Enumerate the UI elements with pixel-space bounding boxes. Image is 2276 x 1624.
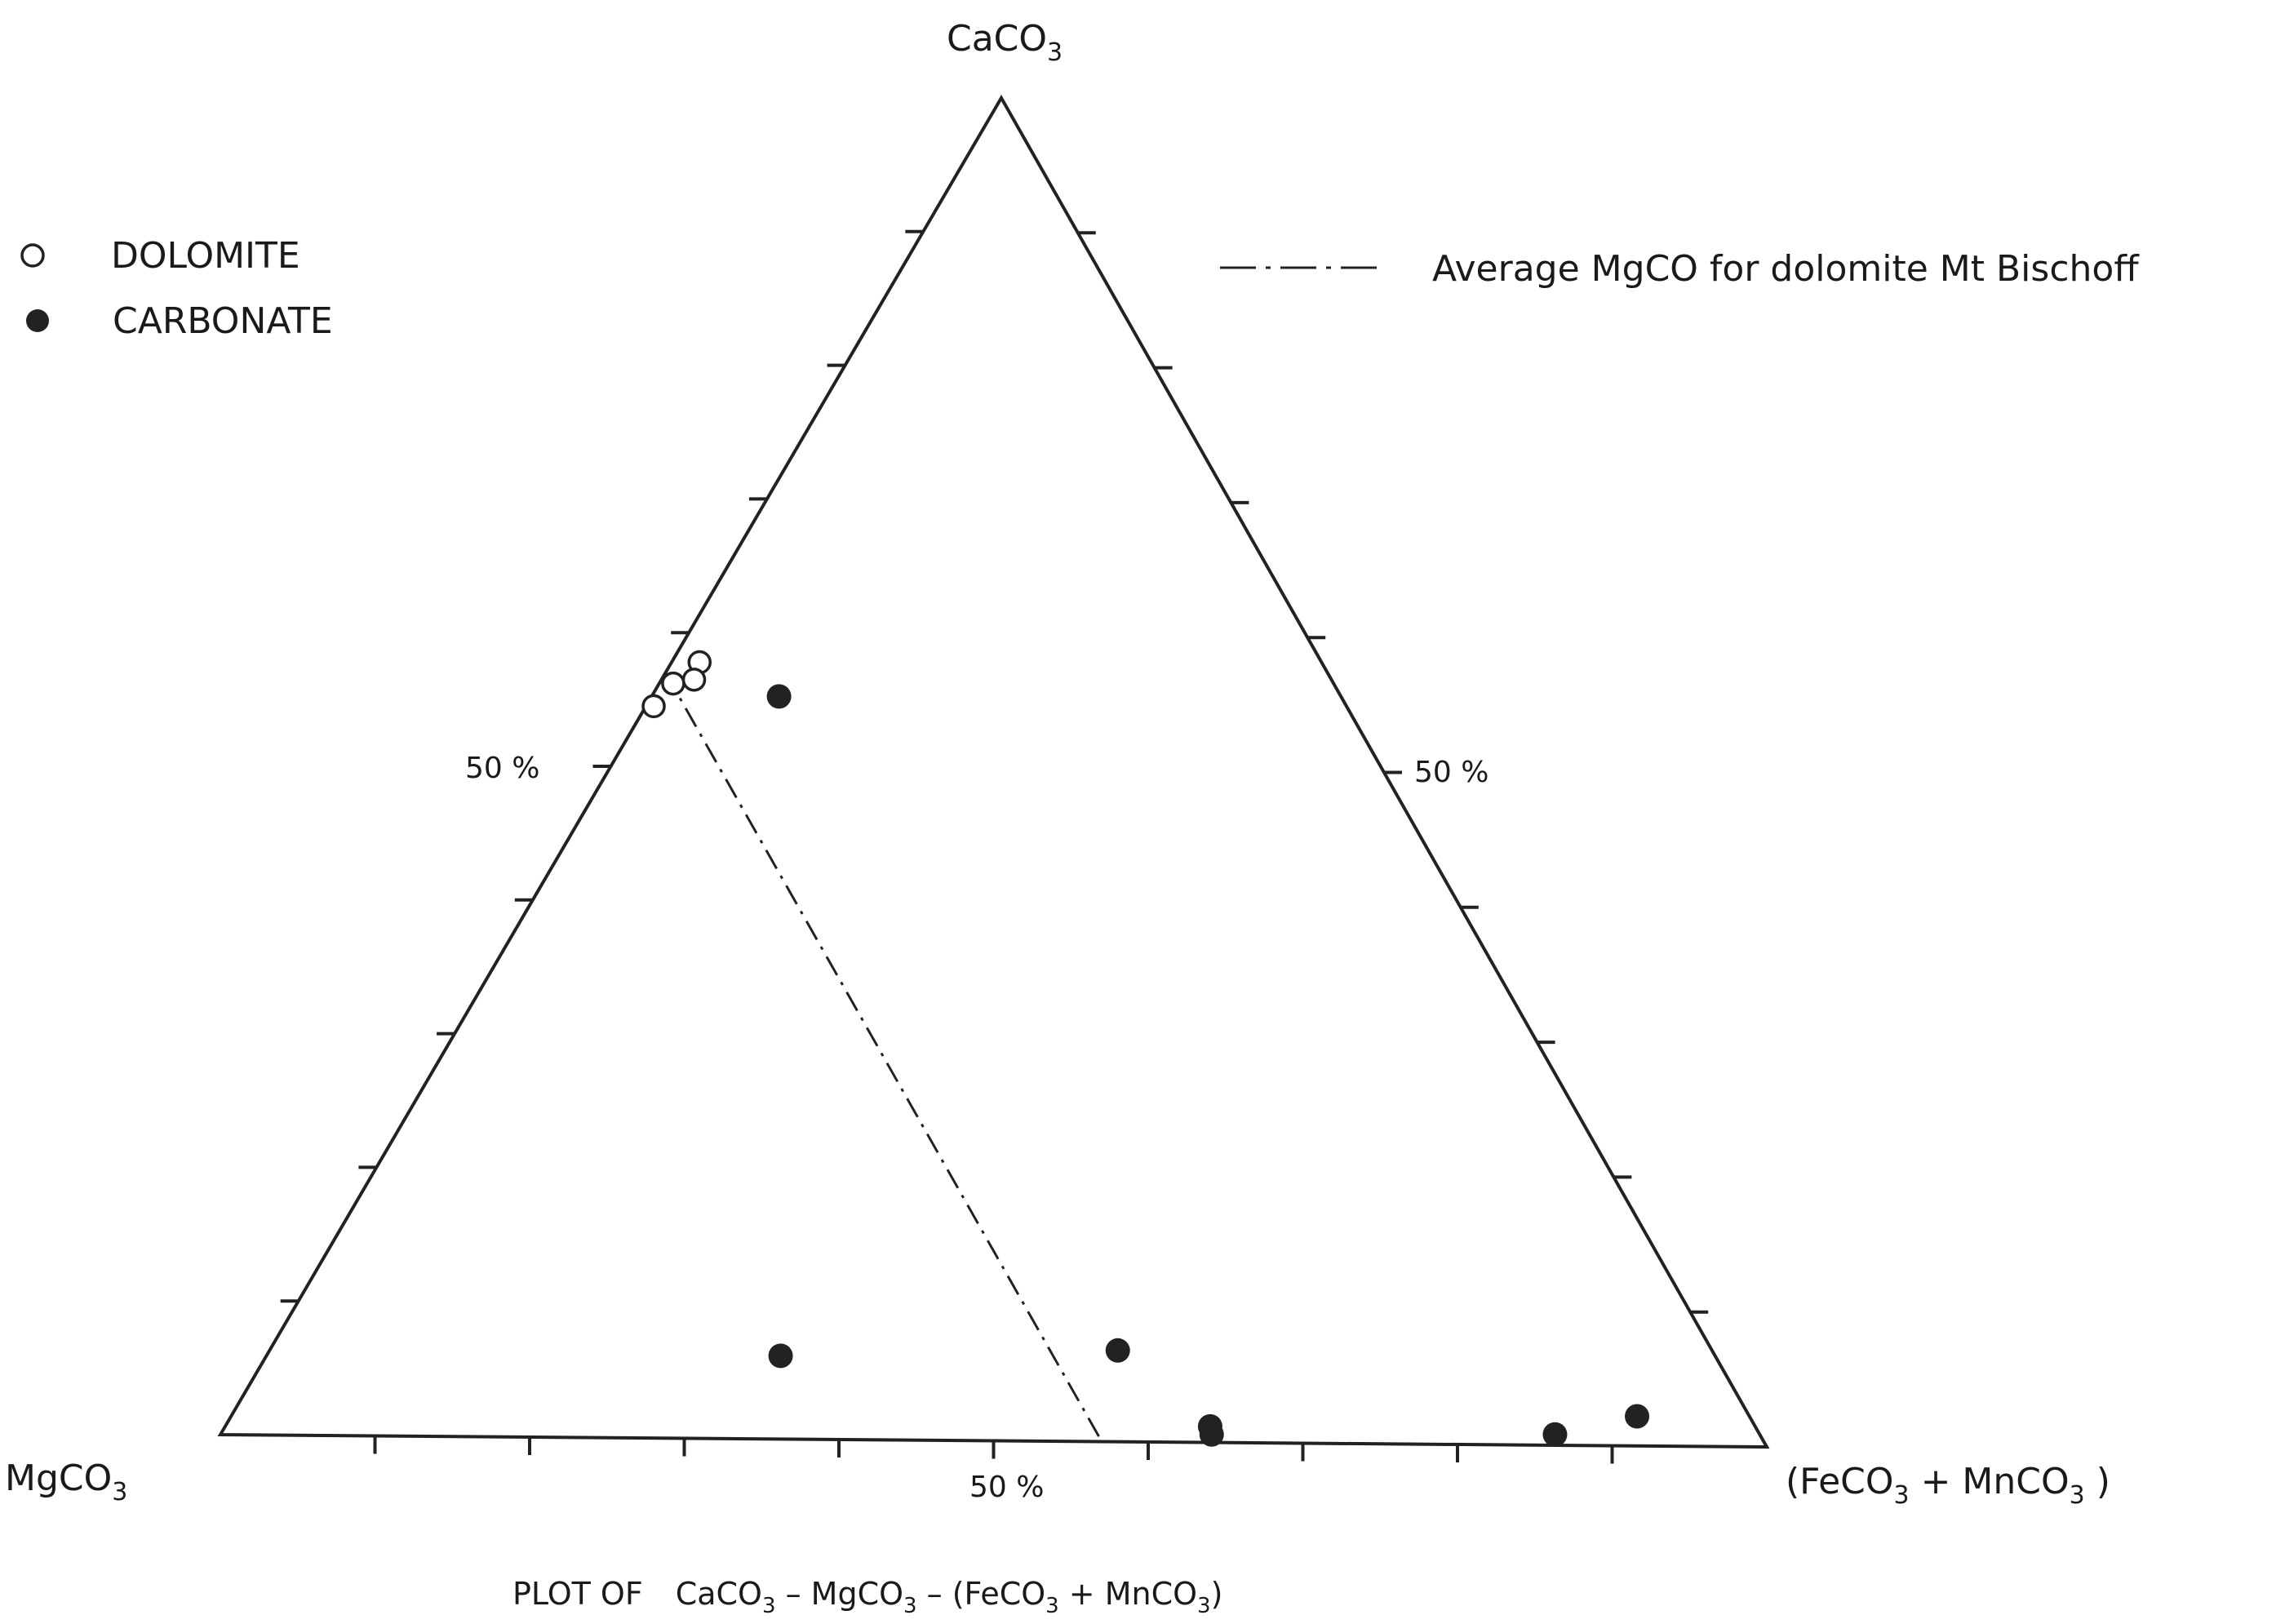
legend-label-carbonate: CARBONATE <box>113 300 333 342</box>
tick-marks <box>280 229 1709 1464</box>
legend-label-dolomite: DOLOMITE <box>111 235 300 277</box>
carbonate-point-6 <box>1542 1422 1568 1447</box>
vertex-label-mgco3: MgCO3 <box>5 1458 127 1506</box>
dolomite-point-2 <box>661 671 685 696</box>
carbonate-point-3 <box>1105 1338 1130 1363</box>
legend-marker-dolomite <box>20 243 45 268</box>
average-dolomite-reference-line <box>664 672 1103 1443</box>
legend-marker-carbonate <box>26 309 49 332</box>
tick-label-bottom-50: 50 % <box>969 1471 1044 1504</box>
legend: DOLOMITE CARBONATE <box>20 235 333 342</box>
carbonate-point-7 <box>1625 1404 1650 1429</box>
dolomite-point-1 <box>641 694 666 719</box>
carbonate-point-5 <box>1199 1422 1224 1447</box>
vertex-label-fe-mn: (FeCO3 + MnCO3 ) <box>1786 1461 2110 1510</box>
carbonate-point-1 <box>766 684 792 709</box>
dolomite-point-4 <box>681 668 707 692</box>
data-points <box>641 650 1650 1447</box>
carbonate-point-2 <box>768 1343 793 1369</box>
tick-label-left-50: 50 % <box>465 752 539 785</box>
chart-title: PLOT OF CaCO3 – MgCO3 – (FeCO3 + MnCO3) <box>512 1576 1222 1618</box>
ternary-triangle <box>217 94 1770 1449</box>
vertex-label-caco3: CaCO3 <box>947 18 1063 67</box>
tick-label-right-50: 50 % <box>1414 756 1488 789</box>
reference-line-label: Average MgCO for dolomite Mt Bischoff <box>1432 248 2140 290</box>
reference-line-legend: Average MgCO for dolomite Mt Bischoff <box>1220 248 2140 290</box>
